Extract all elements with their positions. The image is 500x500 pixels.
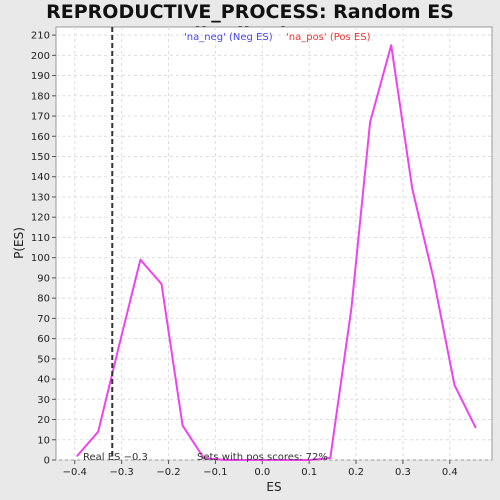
data-point xyxy=(390,44,393,47)
series-line-pos xyxy=(76,44,477,461)
plot-area xyxy=(55,26,493,461)
data-point xyxy=(181,424,184,427)
pos-scores-label: Sets with pos scores: 72% xyxy=(197,452,328,463)
y-tick-label: 150 xyxy=(31,152,50,163)
y-tick-label: 210 xyxy=(31,31,50,42)
data-point xyxy=(223,459,226,461)
y-tick-label: 20 xyxy=(37,415,50,426)
data-point xyxy=(329,457,332,459)
data-point xyxy=(453,384,456,386)
x-tick-label: 0.1 xyxy=(301,467,317,478)
y-tick-label: 30 xyxy=(37,395,50,406)
y-tick-label: 10 xyxy=(37,435,50,446)
legend-pos: 'na_pos' (Pos ES) xyxy=(286,32,371,43)
real-es-label: Real ES −0.3 xyxy=(83,452,148,463)
y-tick-label: 0 xyxy=(44,456,50,467)
y-tick-label: 90 xyxy=(37,273,50,284)
y-tick-label: 60 xyxy=(37,334,50,345)
data-point xyxy=(202,457,205,459)
series-layer xyxy=(76,44,477,461)
data-point xyxy=(308,459,310,461)
data-point xyxy=(97,430,99,433)
x-tick-label: −0.4 xyxy=(63,467,87,478)
y-tick-label: 130 xyxy=(31,192,50,203)
x-axis-label: ES xyxy=(266,480,281,494)
data-point xyxy=(160,283,163,285)
y-tick-label: 180 xyxy=(31,91,50,102)
y-tick-label: 70 xyxy=(37,314,50,325)
y-tick-label: 40 xyxy=(37,375,50,386)
y-tick-label: 160 xyxy=(31,132,50,143)
y-axis-ticks: 0 10 20 30 40 50 60 70 80 90 100 110 120 130 140 150 160… xyxy=(31,31,56,467)
data-point xyxy=(76,455,78,457)
data-point xyxy=(118,343,121,346)
data-point xyxy=(369,121,371,123)
x-tick-label: 0.2 xyxy=(348,467,364,478)
y-tick-label: 100 xyxy=(31,253,50,264)
y-tick-label: 120 xyxy=(31,213,50,224)
data-point xyxy=(266,459,268,461)
y-tick-label: 110 xyxy=(31,233,50,244)
x-tick-label: 0.4 xyxy=(442,467,458,478)
legend-neg: 'na_neg' (Neg ES) xyxy=(184,32,273,43)
data-point xyxy=(139,258,142,261)
y-tick-label: 80 xyxy=(37,294,50,305)
x-tick-label: 0.3 xyxy=(395,467,411,478)
y-tick-label: 170 xyxy=(31,112,50,123)
data-point xyxy=(245,459,247,461)
y-tick-label: 140 xyxy=(31,172,50,183)
y-axis-label: P(ES) xyxy=(12,227,26,259)
y-tick-label: 200 xyxy=(31,51,50,62)
data-point xyxy=(287,459,289,461)
data-point xyxy=(350,307,353,310)
y-tick-label: 50 xyxy=(37,354,50,365)
x-tick-label: −0.2 xyxy=(156,467,180,478)
y-tick-label: 190 xyxy=(31,71,50,82)
x-tick-label: −0.3 xyxy=(109,467,133,478)
x-tick-label: 0.0 xyxy=(254,467,270,478)
annotation-layer: Real ES −0.3 Sets with pos scores: 72% xyxy=(83,27,328,463)
data-point xyxy=(432,277,435,279)
gridlines xyxy=(56,27,492,461)
data-point xyxy=(411,188,414,190)
x-tick-label: −0.1 xyxy=(203,467,227,478)
data-point xyxy=(474,426,477,429)
